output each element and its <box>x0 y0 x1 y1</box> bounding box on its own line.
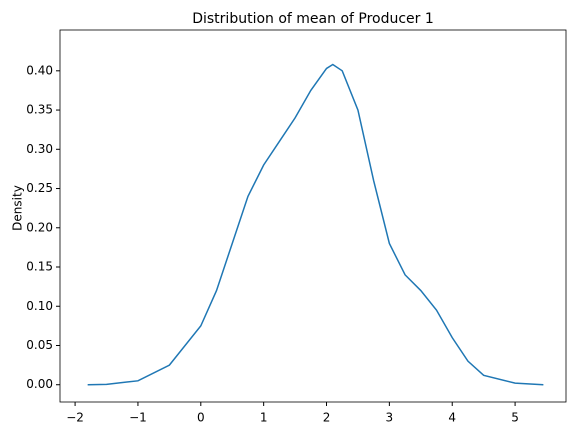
x-tick-label: 4 <box>448 411 456 425</box>
x-tick-label: −1 <box>129 411 147 425</box>
x-tick-label: 1 <box>260 411 268 425</box>
y-tick-label: 0.35 <box>26 103 53 117</box>
density-line <box>87 63 544 386</box>
y-tick-label: 0.15 <box>26 260 53 274</box>
y-tick-label: 0.40 <box>26 63 53 77</box>
x-tick-label: 0 <box>197 411 205 425</box>
x-tick-label: 5 <box>511 411 519 425</box>
y-axis-label: Density <box>11 185 25 231</box>
y-tick-label: 0.00 <box>26 377 53 391</box>
plot-frame <box>59 29 567 403</box>
x-tick-label: 3 <box>386 411 394 425</box>
x-tick-label: 2 <box>323 411 331 425</box>
y-tick-label: 0.10 <box>26 299 53 313</box>
y-tick-label: 0.05 <box>26 338 53 352</box>
y-tick-label: 0.20 <box>26 220 53 234</box>
chart-title: Distribution of mean of Producer 1 <box>192 11 434 27</box>
x-tick-label: −2 <box>66 411 84 425</box>
y-tick-label: 0.25 <box>26 181 53 195</box>
y-tick-label: 0.30 <box>26 142 53 156</box>
